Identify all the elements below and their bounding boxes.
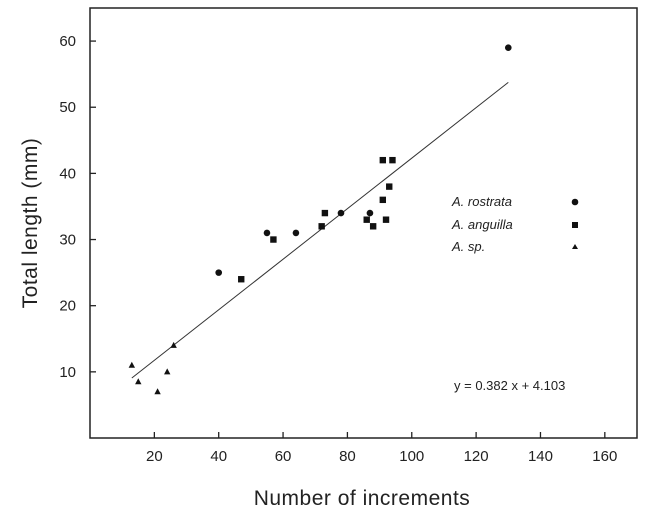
x-tick-label: 80	[339, 448, 356, 465]
x-tick-label: 100	[399, 448, 424, 465]
x-tick-label: 160	[592, 448, 617, 465]
legend-marker-circle	[571, 198, 579, 206]
point-triangle	[128, 361, 136, 368]
legend-marker-square	[572, 222, 578, 228]
point-triangle	[170, 341, 177, 348]
x-tick-label: 140	[528, 448, 553, 465]
x-tick-label: 20	[146, 448, 163, 465]
point-triangle	[154, 388, 161, 395]
plot-frame	[89, 7, 638, 439]
point-square	[382, 216, 390, 223]
y-tick-label: 10	[59, 364, 76, 381]
y-tick-label: 40	[59, 165, 76, 182]
y-tick-label: 30	[59, 232, 76, 249]
x-axis-label: Number of increments	[254, 487, 471, 510]
point-square	[379, 196, 387, 204]
regression-line	[131, 81, 509, 379]
x-axis-ticks: 20 40 60 80 100 120 140 160	[146, 432, 617, 465]
point-circle	[263, 229, 271, 237]
y-tick-label: 60	[59, 33, 76, 50]
point-square	[321, 209, 329, 217]
legend: A. rostrata A. anguilla A. sp.	[451, 194, 579, 254]
point-square	[379, 156, 387, 164]
point-square	[363, 216, 370, 223]
y-axis-label: Total length (mm)	[19, 138, 42, 309]
point-square	[389, 156, 396, 164]
point-square	[369, 223, 377, 230]
legend-label-anguilla: A. anguilla	[451, 217, 513, 232]
legend-marker-triangle	[572, 244, 578, 249]
x-tick-label: 120	[464, 448, 489, 465]
point-triangle	[135, 378, 142, 385]
point-square	[386, 183, 393, 190]
y-tick-label: 50	[59, 99, 76, 116]
point-circle	[366, 209, 374, 217]
y-axis-ticks: 10 20 30 40 50 60	[59, 33, 96, 381]
y-tick-label: 20	[59, 298, 76, 315]
point-circle	[337, 209, 345, 217]
point-square	[318, 223, 325, 230]
legend-label-rostrata: A. rostrata	[451, 194, 512, 209]
x-tick-label: 60	[275, 448, 292, 465]
regression-equation: y = 0.382 x + 4.103	[454, 378, 565, 393]
point-circle	[504, 44, 512, 51]
data-points	[128, 44, 512, 395]
point-square	[270, 236, 277, 243]
legend-label-sp: A. sp.	[451, 239, 485, 254]
point-triangle	[164, 368, 171, 375]
point-circle	[215, 269, 223, 276]
point-square	[238, 276, 245, 283]
x-tick-label: 40	[210, 448, 227, 465]
point-circle	[292, 229, 300, 237]
